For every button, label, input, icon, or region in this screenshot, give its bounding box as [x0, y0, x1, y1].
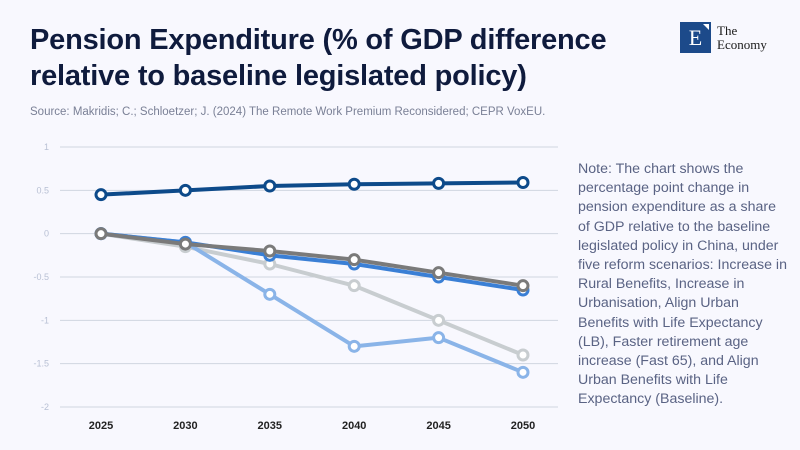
data-point [432, 313, 446, 327]
logo-mark-icon: E [680, 22, 711, 53]
x-tick-label: 2030 [173, 420, 197, 432]
data-point [94, 188, 108, 202]
data-point [347, 177, 361, 191]
data-point [178, 237, 192, 251]
data-point [178, 183, 192, 197]
y-tick-label: 0.5 [36, 185, 49, 195]
x-tick-label: 2045 [426, 420, 450, 432]
logo-text-line2: Economy [717, 36, 767, 52]
chart-title: Pension Expenditure (% of GDP difference… [30, 24, 607, 92]
grid-lines [60, 146, 558, 408]
logo-text-line1: The [717, 22, 738, 38]
y-tick-label: -2 [41, 402, 49, 412]
y-tick-label: -1.5 [33, 359, 49, 369]
data-point [516, 279, 530, 293]
data-point [263, 179, 277, 193]
x-tick-label: 2040 [342, 420, 366, 432]
series-5 [94, 176, 530, 202]
data-point [516, 365, 530, 379]
x-axis-ticks: 2025 2030 2035 2040 2045 2050 [89, 420, 535, 432]
data-point [263, 244, 277, 258]
data-point [516, 176, 530, 190]
data-point [347, 279, 361, 293]
y-tick-label: 0 [44, 229, 49, 239]
series-line [99, 231, 525, 288]
data-point [432, 266, 446, 280]
series-group [94, 176, 530, 379]
x-tick-label: 2025 [89, 420, 113, 432]
chart-note: Note: The chart shows the percentage poi… [578, 161, 787, 408]
series-2 [94, 227, 530, 379]
series-4 [94, 227, 530, 293]
series-line [99, 180, 525, 197]
series-line [99, 231, 525, 357]
y-tick-label: -1 [41, 315, 49, 325]
x-tick-label: 2050 [511, 420, 535, 432]
y-axis-ticks: 1 0.5 0 -0.5 -1 -1.5 -2 [33, 142, 49, 412]
data-point [94, 227, 108, 241]
data-point [432, 331, 446, 345]
data-point [347, 339, 361, 353]
series-3 [94, 227, 530, 297]
source-citation: Source: Makridis; C.; Schloetzer; J. (20… [30, 106, 546, 118]
logo-text: The Economy [717, 22, 767, 52]
series-1 [94, 227, 530, 362]
data-point [516, 348, 530, 362]
x-tick-label: 2035 [258, 420, 282, 432]
y-tick-label: 1 [44, 142, 49, 152]
data-point [347, 253, 361, 267]
data-point [263, 287, 277, 301]
the-economy-logo[interactable]: E The Economy [680, 22, 767, 53]
data-point [432, 176, 446, 190]
y-tick-label: -0.5 [33, 272, 49, 282]
